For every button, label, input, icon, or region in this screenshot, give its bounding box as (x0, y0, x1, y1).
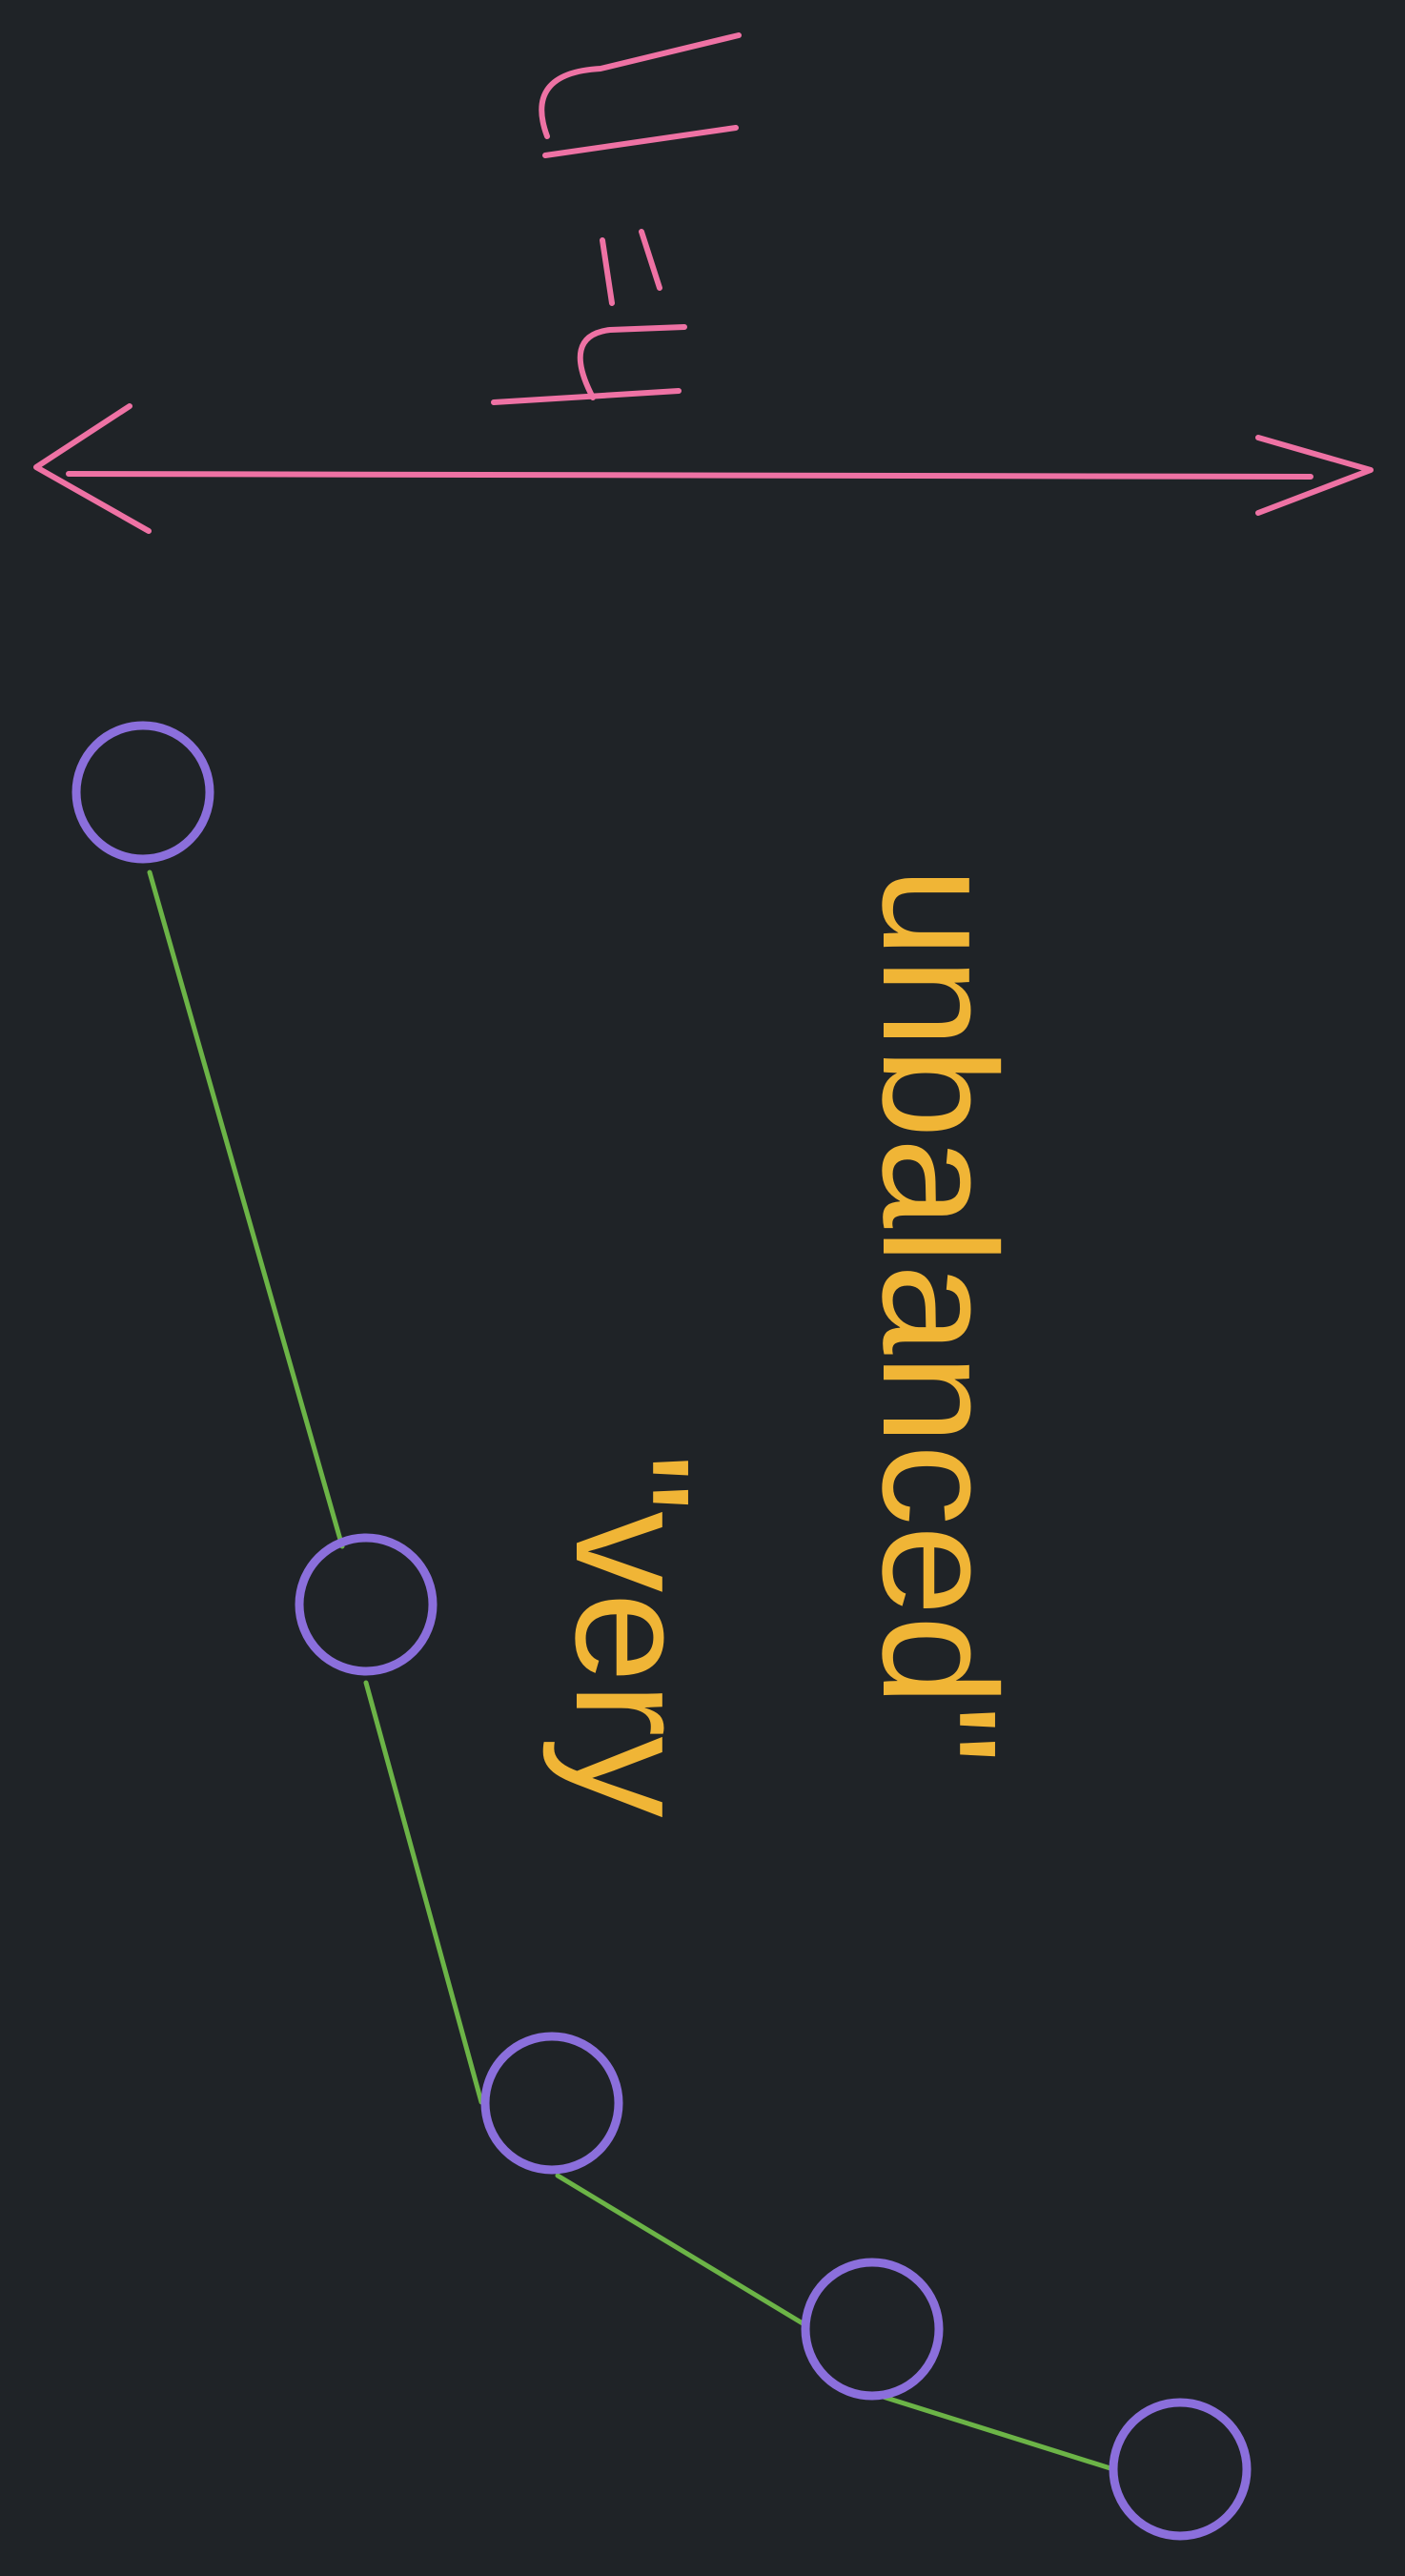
handwritten-letter-h (491, 324, 687, 405)
edge-4 (874, 2392, 1116, 2472)
caption-line-2: unbalanced" (848, 868, 1029, 1763)
edge-2 (363, 1680, 484, 2105)
double-headed-arrow (33, 403, 1374, 534)
edges (147, 869, 1116, 2472)
handwritten-letter-n (539, 32, 742, 158)
caption-line-1: "very (541, 1454, 723, 1818)
edge-1 (147, 869, 345, 1549)
node-2 (295, 1533, 438, 1676)
arrow-right-head (1255, 435, 1374, 516)
node-1 (71, 721, 214, 864)
edge-3 (555, 2173, 810, 2329)
caption: "very unbalanced" (541, 868, 1029, 1818)
node-3 (480, 2032, 623, 2175)
node-4 (801, 2258, 944, 2401)
handwritten-equals-sign (600, 229, 662, 306)
node-5 (1109, 2398, 1252, 2541)
arrow-left-head (33, 403, 152, 534)
handwritten-h-equals-n (491, 32, 742, 405)
arrow-shaft (66, 471, 1313, 480)
nodes (71, 721, 1252, 2541)
